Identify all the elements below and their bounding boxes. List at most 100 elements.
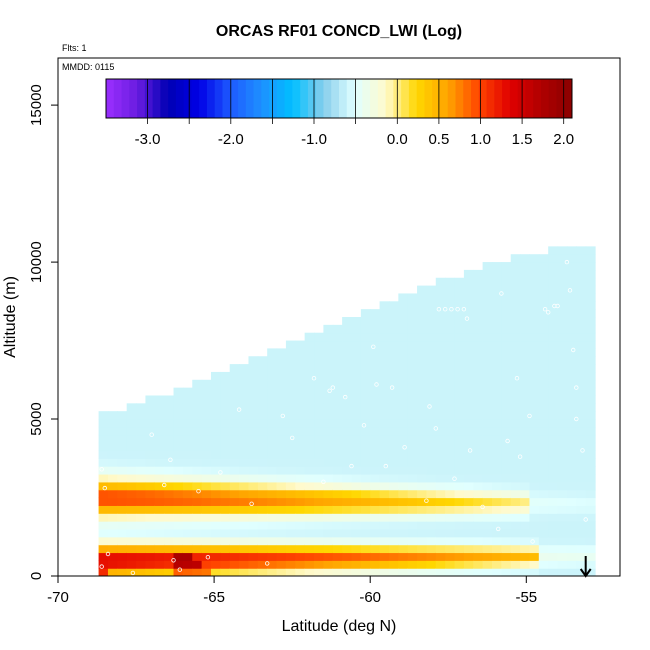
heatmap-cell bbox=[210, 528, 221, 538]
heatmap-cell bbox=[473, 293, 484, 302]
heatmap-cell bbox=[332, 536, 343, 546]
heatmap-cell bbox=[370, 371, 381, 381]
heatmap-cell bbox=[360, 528, 371, 538]
heatmap-cell bbox=[276, 568, 287, 576]
heatmap-cell bbox=[501, 371, 512, 381]
heatmap-cell bbox=[548, 497, 559, 506]
heatmap-cell bbox=[576, 458, 587, 467]
heatmap-cell bbox=[426, 293, 437, 302]
heatmap-cell bbox=[501, 332, 512, 342]
heatmap-cell bbox=[538, 403, 549, 412]
heatmap-cell bbox=[323, 481, 334, 491]
heatmap-cell bbox=[210, 419, 221, 428]
observation-point bbox=[574, 416, 579, 422]
heatmap-cell bbox=[117, 442, 128, 452]
heatmap-cell bbox=[314, 379, 324, 389]
heatmap-cell bbox=[267, 442, 278, 452]
heatmap-cell bbox=[566, 489, 577, 499]
heatmap-cell bbox=[473, 317, 484, 326]
heatmap-cell bbox=[585, 466, 596, 475]
heatmap-cell bbox=[576, 568, 587, 576]
heatmap-cell bbox=[229, 528, 240, 538]
observation-point bbox=[371, 344, 376, 349]
heatmap-cell bbox=[566, 497, 577, 506]
heatmap-cell bbox=[510, 419, 521, 428]
heatmap-cell bbox=[548, 411, 559, 420]
heatmap-cell bbox=[454, 473, 465, 483]
heatmap-cell bbox=[239, 528, 250, 538]
heatmap-cell bbox=[491, 552, 502, 561]
observation-point bbox=[433, 426, 438, 431]
heatmap-cell bbox=[435, 497, 446, 506]
heatmap-cell bbox=[557, 521, 568, 530]
heatmap-cell bbox=[435, 379, 446, 389]
heatmap-cell bbox=[351, 458, 362, 467]
heatmap-cell bbox=[342, 364, 353, 373]
heatmap-cell bbox=[585, 552, 596, 561]
observation-point bbox=[196, 489, 201, 494]
heatmap-cell bbox=[482, 379, 493, 389]
heatmap-cell bbox=[126, 568, 137, 576]
heatmap-cell bbox=[417, 458, 428, 467]
heatmap-cell bbox=[398, 552, 409, 561]
heatmap-cell bbox=[182, 403, 193, 412]
heatmap-cell bbox=[276, 489, 287, 499]
heatmap-cell bbox=[463, 513, 474, 522]
heatmap-cell bbox=[585, 387, 596, 397]
heatmap-cell bbox=[117, 536, 128, 546]
colorbar-segment bbox=[121, 79, 130, 118]
heatmap-cell bbox=[501, 568, 512, 576]
heatmap-cell bbox=[548, 489, 559, 499]
heatmap-cell bbox=[482, 528, 493, 538]
heatmap-cell bbox=[182, 442, 193, 452]
heatmap-cell bbox=[239, 473, 250, 483]
heatmap-cell bbox=[145, 536, 156, 546]
heatmap-cell bbox=[520, 521, 531, 530]
heatmap-cell bbox=[201, 442, 212, 452]
heatmap-cell bbox=[173, 505, 184, 514]
heatmap-cell bbox=[398, 364, 409, 373]
observation-point bbox=[564, 259, 570, 265]
heatmap-cell bbox=[407, 560, 418, 569]
heatmap-cell bbox=[538, 348, 549, 357]
heatmap-cell bbox=[314, 426, 324, 436]
heatmap-cell bbox=[520, 536, 531, 546]
heatmap-cell bbox=[491, 309, 502, 318]
heatmap-cell bbox=[435, 434, 446, 444]
heatmap-cell bbox=[398, 497, 409, 506]
heatmap-cell bbox=[332, 513, 343, 522]
heatmap-cell bbox=[342, 434, 353, 444]
heatmap-cell bbox=[285, 473, 296, 483]
heatmap-cell bbox=[295, 379, 306, 389]
heatmap-cell bbox=[154, 536, 165, 546]
heatmap-cell bbox=[295, 442, 306, 452]
heatmap-cell bbox=[482, 434, 493, 444]
heatmap-cell bbox=[314, 505, 324, 514]
colorbar-segment bbox=[370, 79, 379, 118]
heatmap-cell bbox=[576, 332, 587, 342]
heatmap-cell bbox=[192, 403, 203, 412]
heatmap-cell bbox=[426, 419, 437, 428]
heatmap-cell bbox=[548, 505, 559, 514]
heatmap-cell bbox=[201, 552, 212, 561]
heatmap-cell bbox=[154, 403, 165, 412]
heatmap-cell bbox=[351, 348, 362, 357]
heatmap-cell bbox=[435, 371, 446, 381]
heatmap-cell bbox=[164, 528, 175, 538]
heatmap-cell bbox=[407, 473, 418, 483]
heatmap-cell bbox=[576, 521, 587, 530]
heatmap-cell bbox=[239, 442, 250, 452]
heatmap-cell bbox=[210, 489, 221, 499]
heatmap-cell bbox=[585, 568, 596, 576]
heatmap-cell bbox=[529, 387, 540, 397]
heatmap-cell bbox=[566, 536, 577, 546]
heatmap-cell bbox=[370, 552, 381, 561]
heatmap-cell bbox=[407, 411, 418, 420]
heatmap-cell bbox=[398, 473, 409, 483]
y-tick-label: 0 bbox=[28, 572, 45, 580]
heatmap-cell bbox=[314, 552, 324, 561]
heatmap-cell bbox=[576, 552, 587, 561]
heatmap-cell bbox=[323, 356, 334, 365]
heatmap-cell bbox=[351, 395, 362, 404]
heatmap-cell bbox=[351, 364, 362, 373]
